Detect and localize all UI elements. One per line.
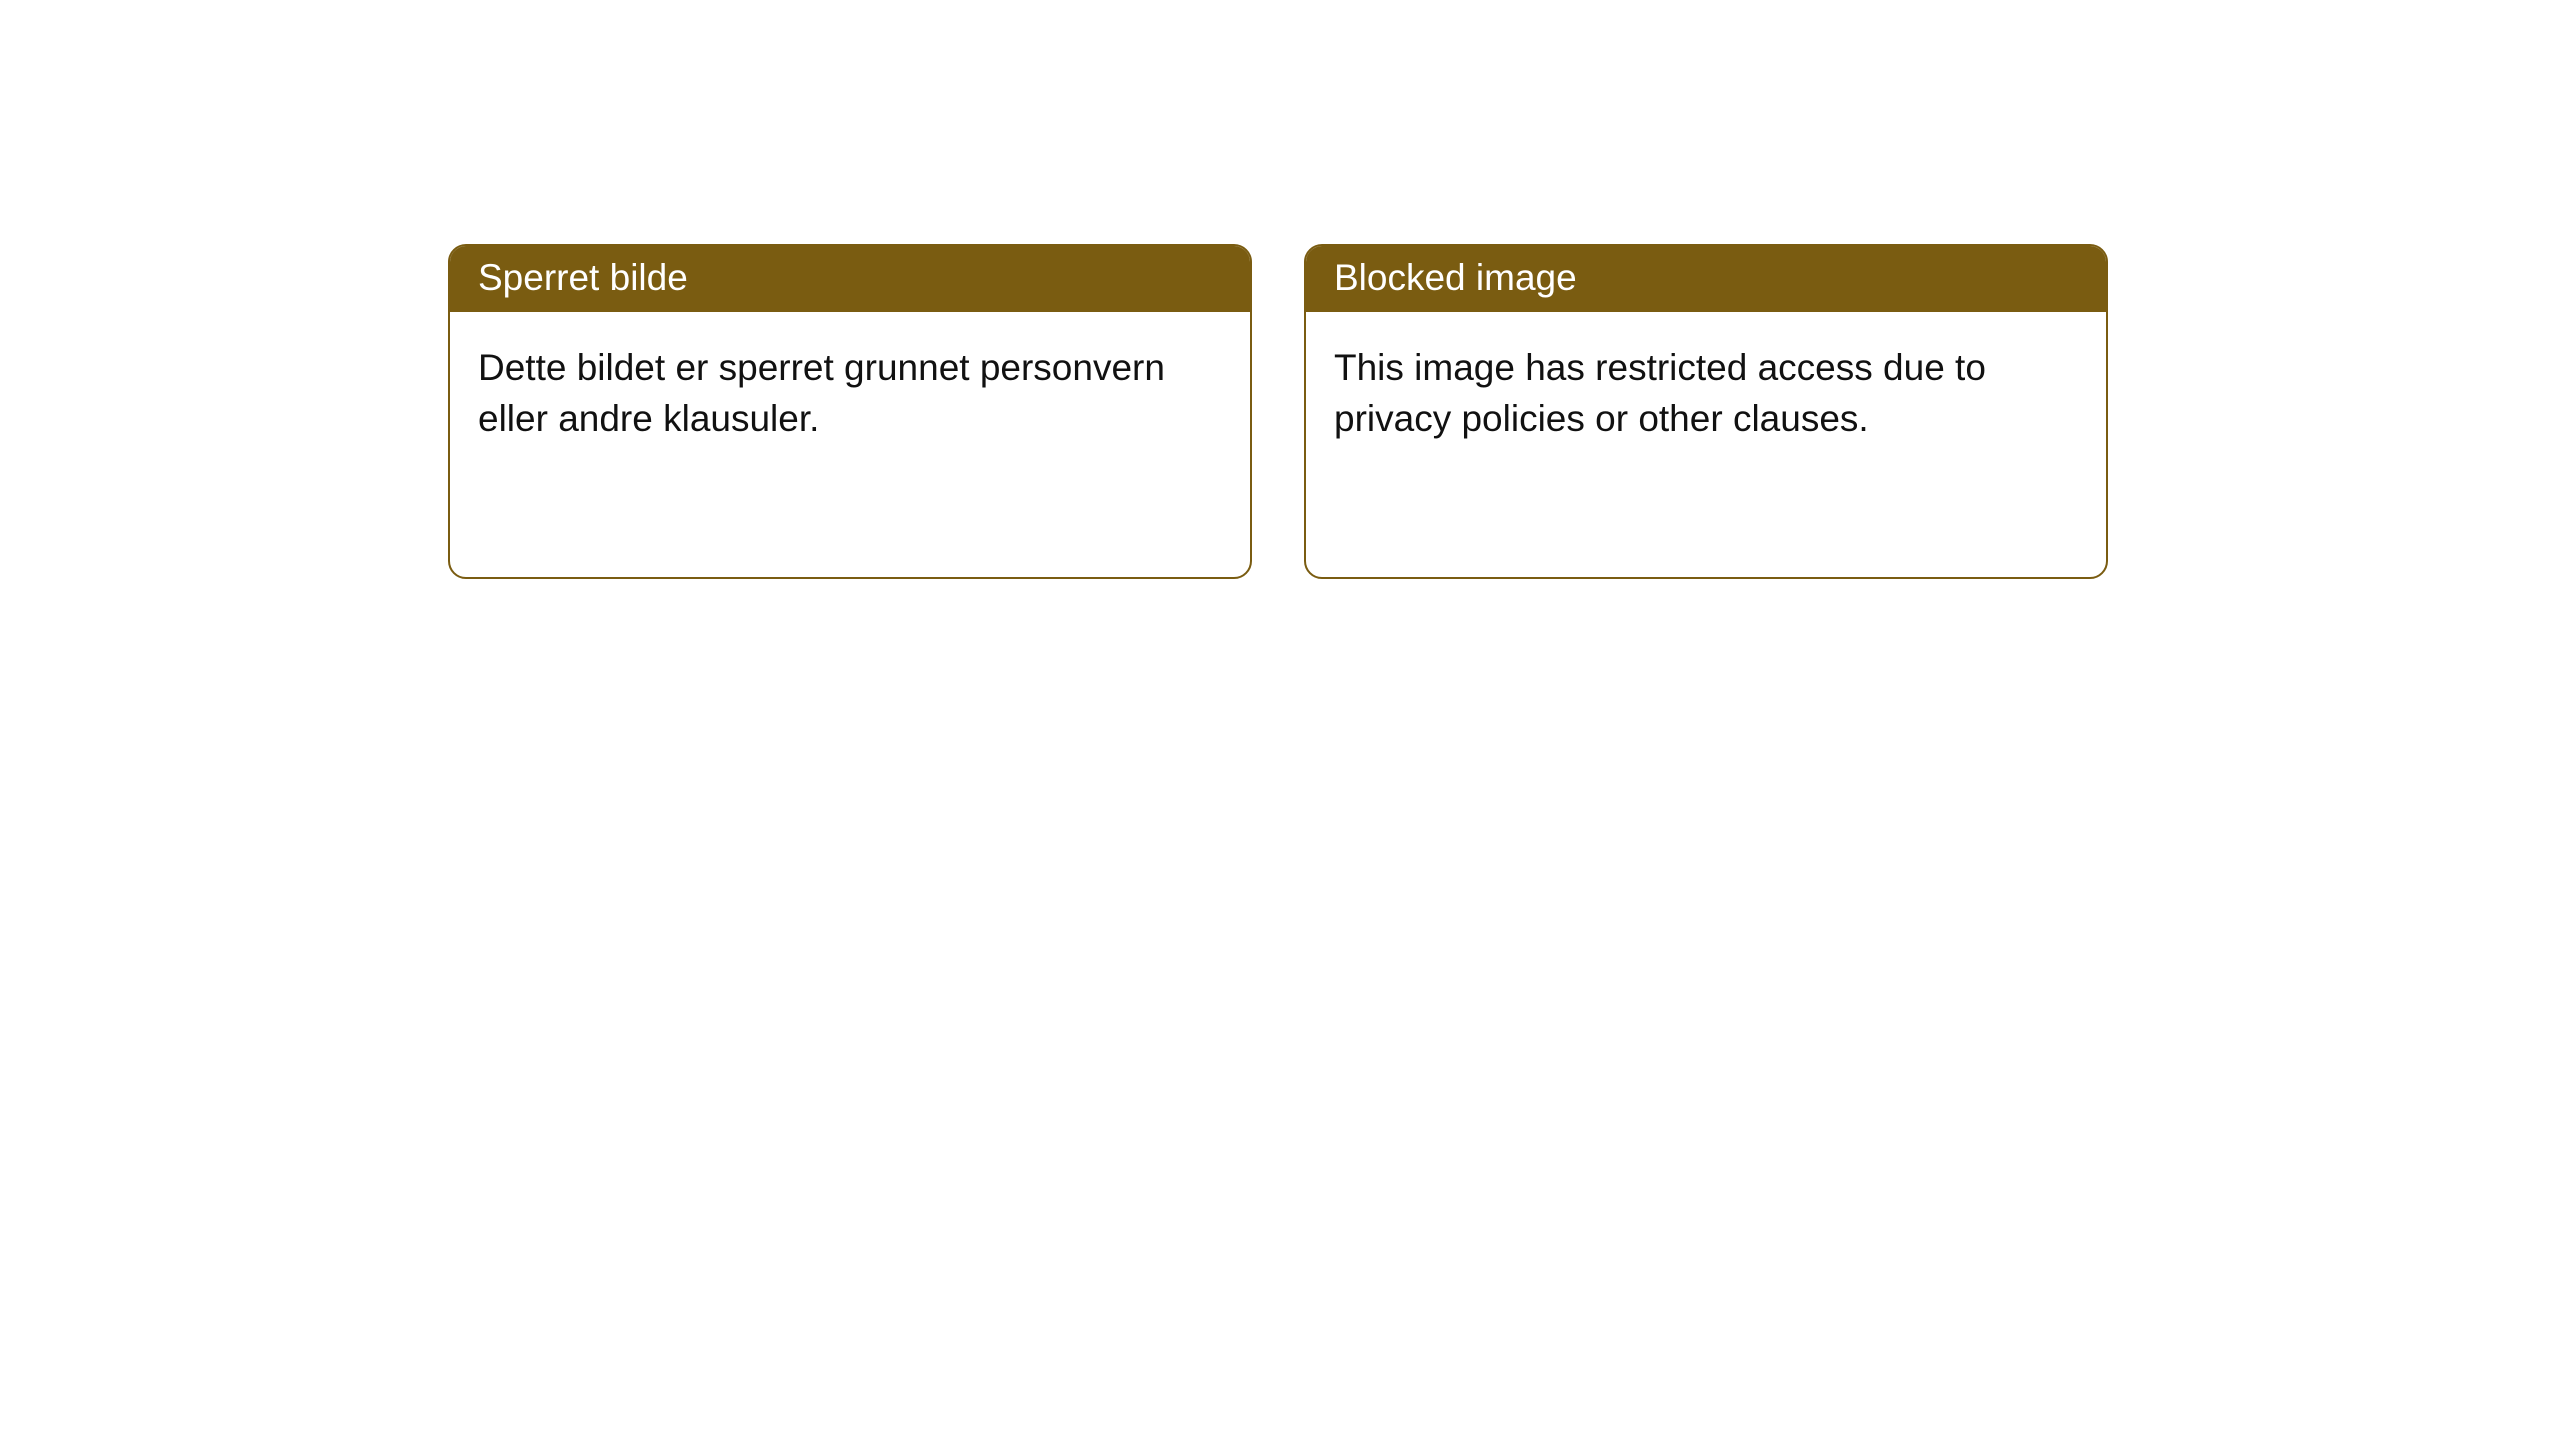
notice-card-title: Sperret bilde bbox=[450, 246, 1250, 312]
notice-card-english: Blocked image This image has restricted … bbox=[1304, 244, 2108, 579]
notice-card-body: This image has restricted access due to … bbox=[1306, 312, 2106, 474]
notice-card-body: Dette bildet er sperret grunnet personve… bbox=[450, 312, 1250, 474]
notice-card-norwegian: Sperret bilde Dette bildet er sperret gr… bbox=[448, 244, 1252, 579]
notice-container: Sperret bilde Dette bildet er sperret gr… bbox=[0, 0, 2560, 579]
notice-card-title: Blocked image bbox=[1306, 246, 2106, 312]
